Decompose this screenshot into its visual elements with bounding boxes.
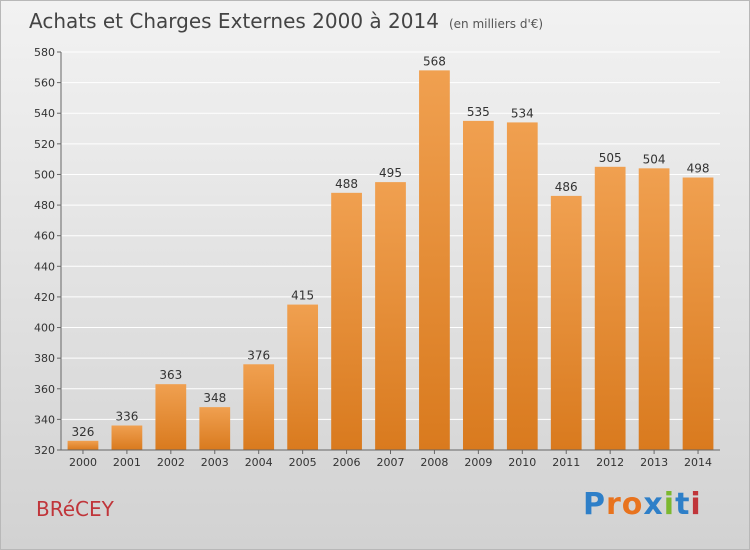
chart-title-text: Achats et Charges Externes 2000 à 2014 <box>29 9 439 33</box>
data-label: 348 <box>203 391 226 405</box>
bar <box>638 168 670 451</box>
x-tick-label: 2013 <box>640 456 668 469</box>
data-label: 535 <box>467 105 490 119</box>
x-tick-label: 2004 <box>245 456 273 469</box>
x-tick-label: 2008 <box>420 456 448 469</box>
x-axis: 2000 2001 2002 2003 2004 2005 2006 2007 2008 2009… <box>61 449 720 469</box>
bar <box>419 70 450 450</box>
logo-letter: t <box>675 487 691 522</box>
x-tick-label: 2003 <box>201 456 229 469</box>
logo-letter: x <box>643 487 664 522</box>
place-name: BRéCEY <box>36 497 114 521</box>
logo-letter: i <box>690 487 702 522</box>
bars: 326 336 363 348 376 415 488 495 568 535 534 486 505 5… <box>67 54 714 451</box>
x-tick-label: 2012 <box>596 456 624 469</box>
y-tick-label: 540 <box>34 107 55 120</box>
proxiti-logo: Proxiti <box>583 487 702 522</box>
data-label: 504 <box>643 152 666 166</box>
data-label: 495 <box>379 166 402 180</box>
y-tick-label: 460 <box>34 230 55 243</box>
bar <box>550 195 582 450</box>
logo-letter: o <box>621 487 644 522</box>
data-label: 326 <box>72 425 95 439</box>
x-tick-label: 2010 <box>508 456 536 469</box>
data-label: 415 <box>291 289 314 303</box>
bar <box>375 182 406 450</box>
x-tick-label: 2007 <box>377 456 405 469</box>
x-tick-label: 2009 <box>464 456 492 469</box>
bar <box>594 166 626 451</box>
bar <box>682 177 714 450</box>
bar <box>111 425 143 450</box>
y-tick-label: 480 <box>34 199 55 212</box>
chart-title: Achats et Charges Externes 2000 à 2014 (e… <box>29 9 543 33</box>
bar <box>243 364 275 450</box>
bar <box>67 440 99 450</box>
y-tick-label: 380 <box>34 352 55 365</box>
y-tick-label: 500 <box>34 168 55 181</box>
data-label: 486 <box>555 180 578 194</box>
bar <box>199 407 231 450</box>
data-label: 568 <box>423 54 446 68</box>
bar <box>287 304 319 450</box>
data-label: 498 <box>687 162 710 176</box>
data-label: 488 <box>335 177 358 191</box>
bar <box>506 122 538 451</box>
y-tick-label: 440 <box>34 260 55 273</box>
y-axis: 320 340 360 380 400 420 440 460 480 500 520 540 560 5… <box>34 46 62 457</box>
x-tick-label: 2014 <box>684 456 712 469</box>
data-label: 505 <box>599 151 622 165</box>
x-tick-label: 2011 <box>552 456 580 469</box>
chart-subtitle: (en milliers d'€) <box>448 17 544 31</box>
logo-letter: P <box>583 487 606 522</box>
y-tick-label: 580 <box>34 46 55 59</box>
x-tick-label: 2005 <box>289 456 317 469</box>
logo-letter: r <box>606 487 622 522</box>
y-tick-label: 320 <box>34 444 55 457</box>
x-tick-label: 2000 <box>69 456 97 469</box>
y-tick-label: 360 <box>34 383 55 396</box>
bar <box>462 120 494 450</box>
y-tick-label: 520 <box>34 138 55 151</box>
data-label: 534 <box>511 106 534 120</box>
y-tick-label: 420 <box>34 291 55 304</box>
logo-letter: i <box>663 487 676 522</box>
bar <box>155 384 187 450</box>
data-label: 336 <box>115 410 138 424</box>
x-tick-label: 2001 <box>113 456 141 469</box>
x-tick-label: 2002 <box>157 456 185 469</box>
data-label: 363 <box>159 368 182 382</box>
bar <box>331 192 362 451</box>
y-tick-label: 560 <box>34 77 55 90</box>
y-tick-label: 340 <box>34 413 55 426</box>
y-tick-label: 400 <box>34 322 55 335</box>
x-tick-label: 2006 <box>333 456 361 469</box>
data-label: 376 <box>247 348 270 362</box>
